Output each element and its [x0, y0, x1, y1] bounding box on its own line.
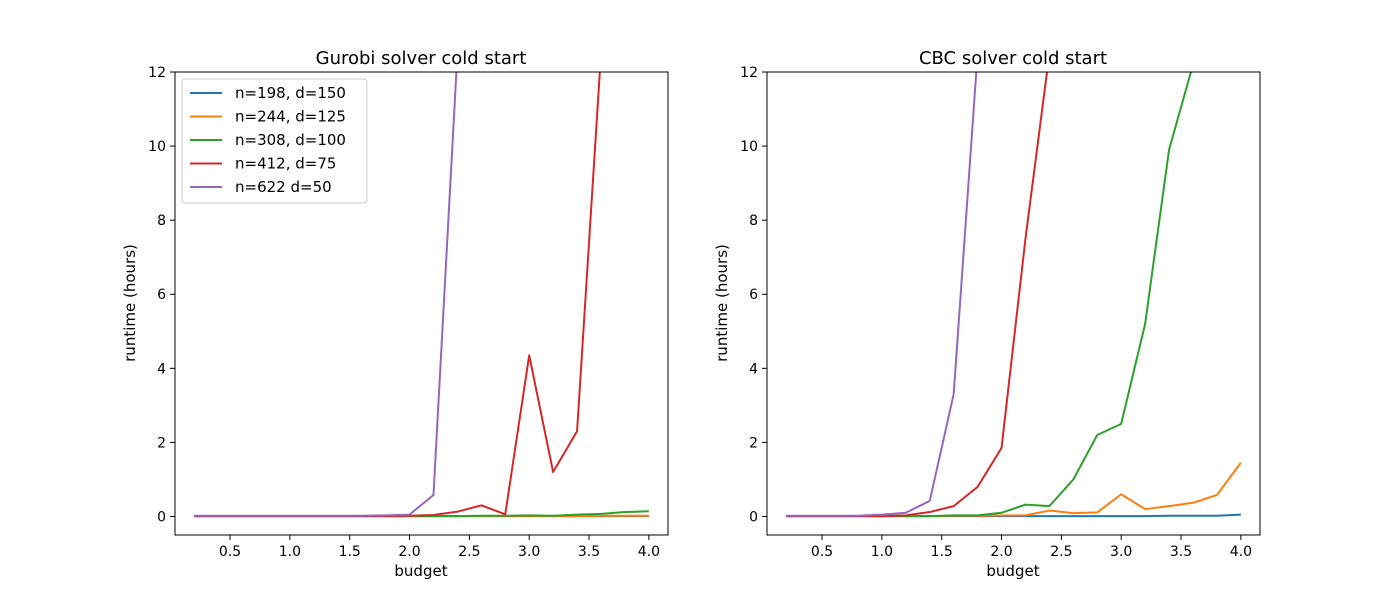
gurobi-x-tick-label: 2.0 — [398, 544, 420, 560]
cbc-x-tick-label: 0.5 — [811, 544, 833, 560]
cbc-x-axis-label: budget — [986, 562, 1039, 580]
legend-label: n=308, d=100 — [235, 131, 346, 149]
gurobi-x-tick-label: 3.5 — [578, 544, 600, 560]
gurobi-x-tick-label: 4.0 — [638, 544, 660, 560]
cbc-x-tick-label: 2.5 — [1050, 544, 1072, 560]
cbc-y-tick-label: 4 — [749, 361, 758, 377]
cbc-chart: CBC solver cold start 0.5 1.0 1.5 2.0 2.5 3.0… — [713, 48, 1261, 580]
legend: n=198, d=150 n=244, d=125 n=308, d=100 n=41… — [181, 78, 368, 204]
cbc-series-line-4 — [786, 72, 978, 517]
gurobi-axes-frame — [174, 71, 669, 536]
cbc-x-tick-label: 4.0 — [1230, 544, 1252, 560]
gurobi-y-tick-label: 2 — [157, 435, 166, 451]
cbc-y-tick-label: 0 — [749, 509, 758, 525]
cbc-y-tick-label: 10 — [740, 139, 758, 155]
cbc-y-tick-label: 8 — [749, 213, 758, 229]
cbc-y-tick-label: 12 — [740, 65, 758, 81]
gurobi-y-tick-label: 6 — [157, 287, 166, 303]
cbc-chart-title: CBC solver cold start — [919, 48, 1107, 69]
cbc-x-tick-label: 1.0 — [871, 544, 893, 560]
cbc-x-tick-label: 3.0 — [1110, 544, 1132, 560]
cbc-y-tick-label: 2 — [749, 435, 758, 451]
gurobi-series-line-4 — [194, 72, 458, 517]
gurobi-y-tick-label: 8 — [157, 213, 166, 229]
legend-label: n=198, d=150 — [235, 84, 346, 102]
legend-label: n=412, d=75 — [235, 155, 336, 173]
cbc-axes-frame — [766, 71, 1261, 536]
cbc-x-tick-label: 1.5 — [931, 544, 953, 560]
cbc-x-tick-label: 2.0 — [990, 544, 1012, 560]
cbc-plot-area: 0.5 1.0 1.5 2.0 2.5 3.0 3.5 4.0 0 2 4 6 8 10 12 — [740, 65, 1261, 560]
gurobi-y-axis-label: runtime (hours) — [121, 244, 139, 362]
gurobi-y-tick-label: 0 — [157, 509, 166, 525]
gurobi-x-tick-label: 1.5 — [339, 544, 361, 560]
gurobi-x-tick-label: 3.0 — [518, 544, 540, 560]
cbc-x-tick-label: 3.5 — [1170, 544, 1192, 560]
gurobi-chart: Gurobi solver cold start 0.5 1.0 1.5 2.0 2.5… — [121, 48, 669, 580]
legend-label: n=622 d=50 — [235, 178, 332, 196]
gurobi-x-tick-label: 2.5 — [458, 544, 480, 560]
gurobi-y-tick-label: 12 — [148, 65, 166, 81]
gurobi-x-tick-label: 0.5 — [219, 544, 241, 560]
cbc-y-axis-label: runtime (hours) — [713, 244, 731, 362]
gurobi-plot-area: 0.5 1.0 1.5 2.0 2.5 3.0 3.5 4.0 0 2 4 6 8 10 12 — [148, 65, 669, 560]
gurobi-x-tick-label: 1.0 — [279, 544, 301, 560]
gurobi-y-tick-label: 10 — [148, 139, 166, 155]
gurobi-x-axis-label: budget — [394, 562, 447, 580]
gurobi-y-tick-label: 4 — [157, 361, 166, 377]
cbc-y-tick-label: 6 — [749, 287, 758, 303]
legend-label: n=244, d=125 — [235, 108, 346, 126]
legend-box — [181, 78, 368, 204]
gurobi-chart-title: Gurobi solver cold start — [316, 48, 527, 69]
